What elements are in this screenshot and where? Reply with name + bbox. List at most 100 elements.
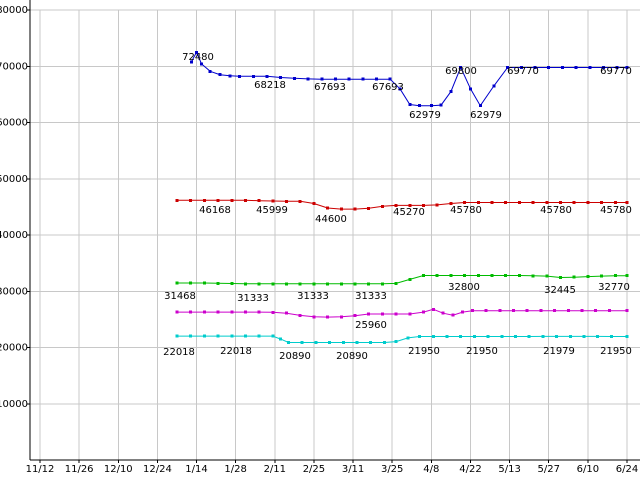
series-3-green-marker (586, 275, 590, 279)
series-1-blue-marker (375, 77, 378, 81)
series-2-red-marker (271, 199, 275, 203)
series-4-magenta-marker (189, 310, 193, 314)
series-2-red-marker (367, 206, 371, 210)
series-1-blue-marker (398, 87, 402, 91)
value-label: 62979 (470, 110, 502, 121)
series-4-magenta-marker (539, 309, 543, 313)
value-label: 25960 (355, 320, 387, 331)
series-3-green-marker (367, 282, 371, 286)
series-4-magenta-marker (625, 309, 629, 313)
x-axis-label: 2/11 (264, 464, 286, 475)
series-5-cyan-marker (230, 334, 234, 338)
series-1-blue-marker (265, 74, 269, 78)
value-label: 21950 (408, 346, 440, 357)
series-3-green-marker (216, 281, 220, 285)
series-2-red-marker (243, 198, 247, 202)
series-4-magenta-marker (202, 310, 206, 314)
x-axis-label: 6/10 (577, 464, 599, 475)
series-1-blue-marker (334, 77, 337, 81)
series-3-green-marker (202, 281, 206, 285)
series-1-blue-marker (279, 76, 283, 79)
x-axis-label: 6/24 (616, 464, 638, 475)
series-3-green-marker (476, 274, 480, 277)
series-5-cyan-marker (216, 334, 220, 338)
series-4-magenta-marker (553, 309, 557, 313)
series-5-cyan-marker (328, 341, 332, 344)
series-5-cyan-marker (341, 341, 345, 344)
series-2-red-marker (613, 201, 617, 204)
series-5-cyan-marker (300, 341, 304, 344)
series-4-magenta-marker (285, 311, 288, 315)
series-1-blue-marker (439, 103, 443, 107)
value-label: 20890 (279, 351, 311, 362)
series-2-red-marker (586, 201, 590, 204)
series-2-red-marker (312, 202, 316, 205)
series-4-magenta-marker (512, 309, 515, 313)
series-5-cyan-marker (271, 334, 275, 338)
series-5-cyan-marker (369, 341, 373, 344)
series-4-magenta-marker (380, 312, 384, 316)
value-label: 67693 (314, 82, 346, 93)
value-label: 32445 (544, 285, 576, 296)
series-1-blue-marker (492, 84, 496, 88)
value-label: 45780 (540, 205, 572, 216)
series-3-green-marker (230, 282, 234, 285)
series-1-blue-marker (506, 66, 510, 69)
series-5-cyan-marker (486, 335, 490, 338)
series-1-blue-marker (292, 76, 296, 80)
series-2-red-marker (230, 198, 234, 202)
series-5-cyan-marker (625, 335, 629, 338)
value-label: 44600 (315, 214, 347, 225)
series-3-green-marker (271, 282, 275, 286)
x-axis-label: 1/28 (224, 464, 246, 475)
series-5-cyan-marker (500, 335, 504, 338)
series-4-magenta-marker (394, 312, 398, 316)
series-3-green-marker (298, 282, 302, 286)
series-1-blue-marker (361, 77, 365, 81)
series-3-green-marker (189, 281, 193, 285)
series-3-green-marker (408, 277, 412, 281)
series-4-magenta-marker (431, 307, 435, 311)
series-3-green-marker (243, 282, 247, 286)
value-label: 45780 (450, 205, 482, 216)
value-label: 32770 (598, 282, 630, 293)
value-label: 31333 (297, 291, 329, 302)
series-2-red-marker (545, 201, 549, 204)
series-1-blue-marker (602, 66, 605, 69)
series-5-cyan-marker (314, 341, 318, 344)
series-4-magenta-marker (408, 312, 412, 316)
x-axis-label: 4/22 (459, 464, 481, 475)
series-5-cyan-marker (472, 335, 476, 338)
series-3-green-marker (394, 281, 398, 285)
series-1-blue-marker (306, 77, 310, 81)
value-label: 31468 (164, 291, 196, 302)
series-3-green-marker (339, 282, 343, 286)
value-label: 67693 (372, 82, 404, 93)
series-1-blue-marker (519, 66, 523, 69)
series-2-red-marker (490, 201, 494, 204)
series-3-green-marker (504, 274, 508, 277)
series-5-cyan-marker (596, 334, 600, 338)
series-3-green-marker (463, 274, 467, 277)
value-label: 62979 (409, 110, 441, 121)
series-3-green-marker (435, 274, 439, 277)
series-3-green-marker (353, 282, 357, 286)
value-label: 20890 (336, 351, 368, 362)
series-1-blue-marker (418, 104, 422, 108)
value-label: 22018 (163, 347, 195, 358)
series-5-cyan-marker (568, 334, 572, 338)
series-5-cyan-marker (527, 335, 531, 338)
series-2-red-marker (504, 201, 508, 204)
series-5-cyan-marker (582, 334, 586, 338)
series-2-red-marker (298, 199, 302, 203)
x-axis-label: 3/25 (381, 464, 403, 475)
series-4-magenta-marker (175, 310, 179, 314)
series-4-magenta-marker (422, 310, 425, 314)
series-3-green-marker (559, 276, 562, 279)
series-3-green-marker (625, 274, 629, 278)
value-label: 45999 (256, 205, 288, 216)
series-4-magenta-marker (339, 315, 343, 319)
series-1-blue-marker (625, 66, 629, 69)
series-3-green-marker (600, 274, 604, 278)
